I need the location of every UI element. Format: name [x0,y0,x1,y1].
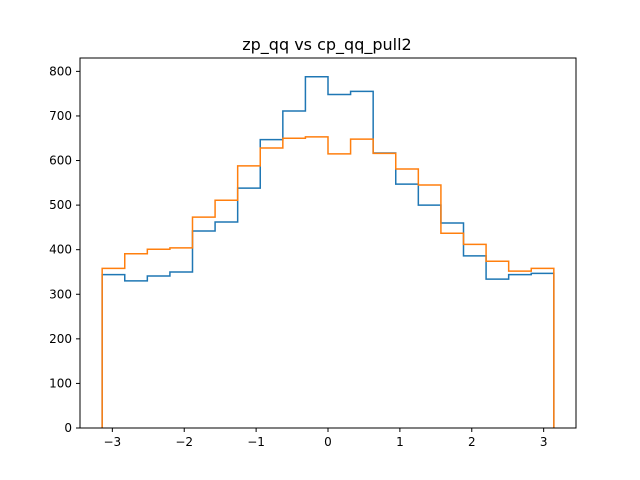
y-tick-label: 0 [64,421,72,435]
y-tick-label: 100 [49,376,72,390]
chart-title: zp_qq vs cp_qq_pull2 [242,35,411,55]
x-tick-label: 3 [540,435,548,449]
y-tick-label: 800 [49,64,72,78]
x-tick-label: −1 [247,435,265,449]
y-tick-label: 400 [49,243,72,257]
y-tick-label: 300 [49,287,72,301]
y-tick-label: 500 [49,198,72,212]
x-tick-label: 0 [324,435,332,449]
y-tick-label: 200 [49,332,72,346]
x-tick-label: −3 [103,435,121,449]
x-tick-label: −2 [175,435,193,449]
y-tick-label: 700 [49,109,72,123]
x-tick-label: 1 [396,435,404,449]
histogram-series-2 [101,136,555,428]
x-tick-label: 2 [468,435,476,449]
series-layer [101,75,555,428]
x-axis: −3 −2 −1 0 1 2 3 [103,428,547,449]
plot-frame [79,57,577,429]
y-axis: 0 100 200 300 400 500 600 700 800 [49,64,80,435]
y-tick-label: 600 [49,154,72,168]
